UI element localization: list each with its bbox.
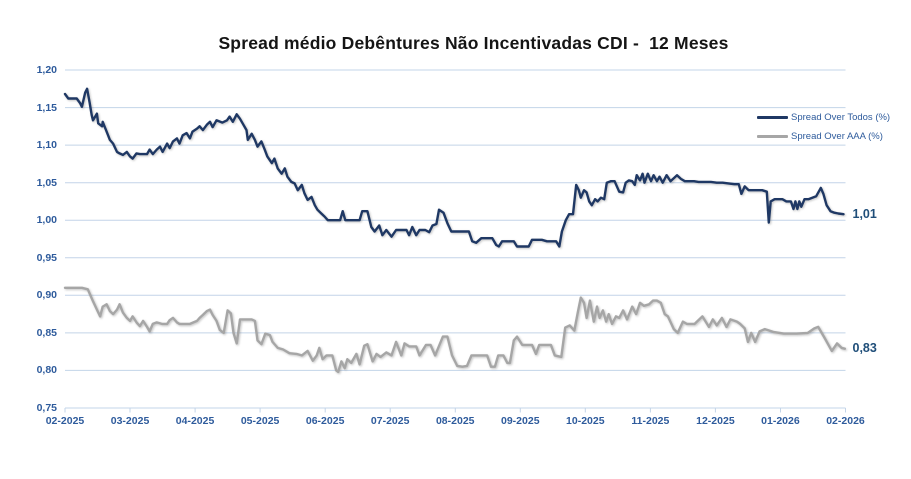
x-tick-label: 12-2025 <box>696 415 735 427</box>
legend-label-todos: Spread Over Todos (%) <box>791 112 891 123</box>
x-tick-label: 06-2025 <box>305 415 345 427</box>
y-tick-label: 0,95 <box>36 251 57 264</box>
x-tick-label: 01-2026 <box>761 415 800 427</box>
x-tick-label: 02-2026 <box>826 415 865 427</box>
legend-item-todos: Spread Over Todos (%) <box>757 108 890 127</box>
x-tick-label: 04-2025 <box>175 415 215 427</box>
chart-title: Spread médio Debêntures Não Incentivadas… <box>218 33 729 53</box>
legend: Spread Over Todos (%) Spread Over AAA (%… <box>757 108 890 146</box>
y-tick-label: 0,85 <box>36 326 57 339</box>
x-tick-label: 11-2025 <box>631 415 670 427</box>
y-tick-label: 1,05 <box>36 176 57 189</box>
y-tick-label: 1,15 <box>36 101 57 114</box>
y-tick-label: 1,00 <box>36 214 57 227</box>
series-line-aaa <box>63 286 846 374</box>
series-end-value-aaa: 0,83 <box>852 341 877 356</box>
y-tick-label: 1,10 <box>36 139 57 152</box>
legend-label-aaa: Spread Over AAA (%) <box>791 131 883 142</box>
x-tick-label: 07-2025 <box>370 415 410 427</box>
y-tick-label: 0,80 <box>36 364 57 377</box>
x-tick-label: 10-2025 <box>566 415 605 427</box>
y-tick-label: 0,90 <box>36 289 57 302</box>
x-tick-label: 08-2025 <box>435 415 475 427</box>
legend-line-swatch-todos <box>757 116 788 119</box>
y-tick-label: 0,75 <box>36 402 57 414</box>
x-tick-label: 09-2025 <box>501 415 540 427</box>
series-line-todos <box>63 87 845 248</box>
x-tick-label: 02-2025 <box>45 415 85 427</box>
series-end-value-todos: 1,01 <box>852 206 877 221</box>
y-tick-label: 1,20 <box>36 64 57 76</box>
legend-item-aaa: Spread Over AAA (%) <box>757 127 890 146</box>
x-tick-label: 05-2025 <box>240 415 280 427</box>
legend-line-swatch-aaa <box>757 135 788 138</box>
x-tick-label: 03-2025 <box>110 415 150 427</box>
